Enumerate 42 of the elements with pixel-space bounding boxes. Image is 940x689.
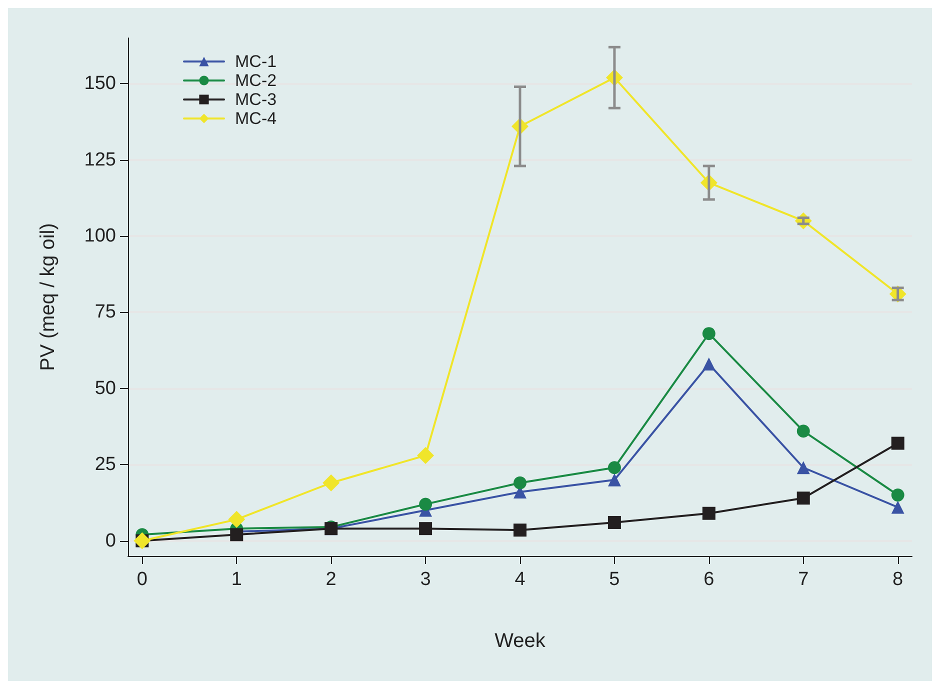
point [419,498,432,511]
point [702,327,716,340]
x-tick-label: 6 [704,569,714,590]
point [419,522,432,536]
y-axis-title: PV (meq / kg oil) [37,223,59,371]
legend-label: MC-2 [235,71,277,90]
x-tick-label: 8 [892,569,904,590]
x-tick-label: 7 [798,569,809,590]
point [608,516,621,529]
point [891,500,904,514]
legend-label: MC-1 [235,52,277,71]
x-tick-label: 3 [420,569,431,590]
point [891,436,904,450]
x-tick-label: 2 [326,569,336,590]
x-tick-label: 0 [136,569,148,590]
point [417,446,434,464]
x-tick-label: 5 [609,569,620,590]
y-tick-label: 75 [94,302,116,323]
x-axis-title: Week [494,630,546,652]
legend-label: MC-3 [235,90,277,109]
point [230,528,244,542]
point [514,524,526,537]
y-tick-label: 50 [94,378,116,399]
point [796,461,810,474]
y-tick-label: 0 [105,530,116,552]
y-tick-label: 100 [84,226,116,247]
point [322,474,340,492]
x-tick-label: 4 [514,569,526,590]
point [228,510,246,528]
point [702,506,716,520]
point [702,358,716,371]
x-tick-label: 1 [231,569,242,590]
point [796,424,810,438]
y-tick-label: 125 [84,149,116,170]
y-tick-label: 25 [94,454,116,476]
point [608,473,621,486]
legend-label: MC-4 [235,109,277,128]
point [796,492,810,505]
point [891,488,904,502]
point [608,461,621,474]
point [514,476,526,490]
y-tick-label: 150 [84,73,116,94]
